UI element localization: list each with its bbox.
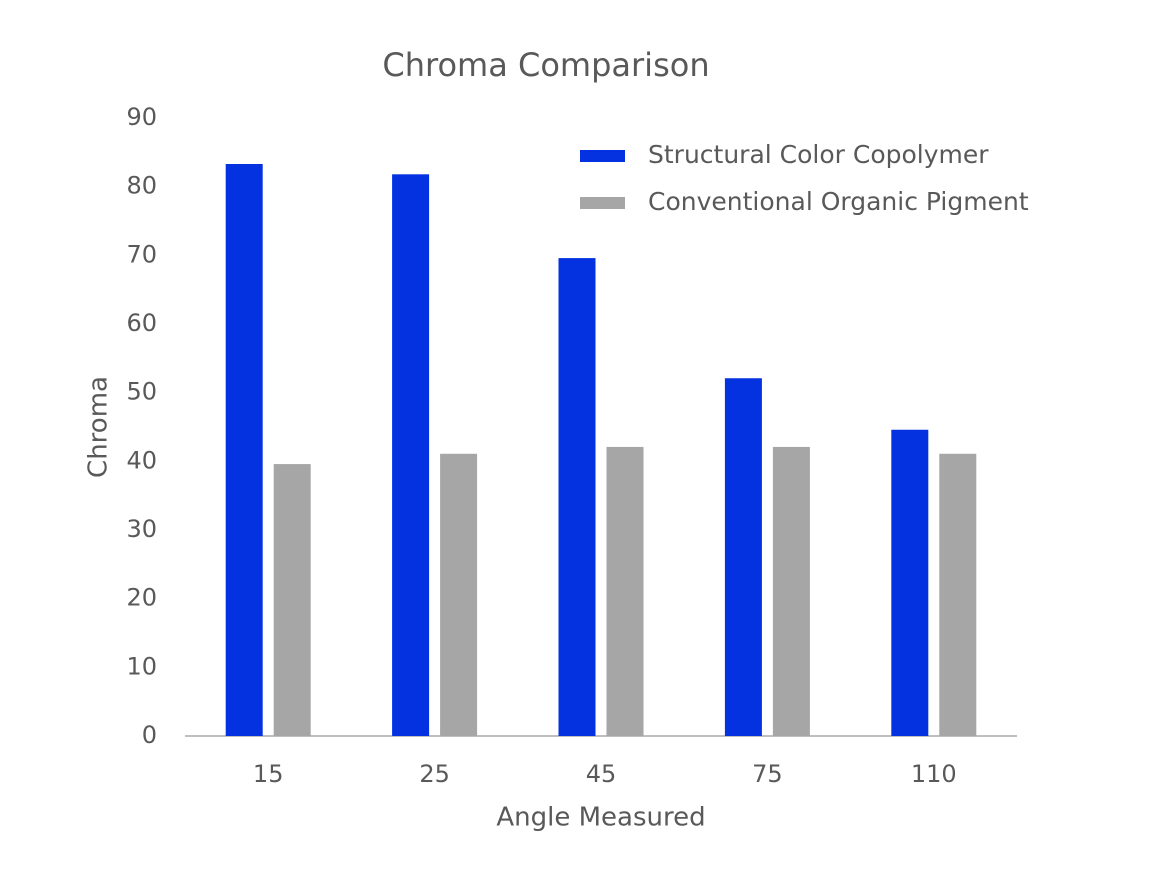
y-tick-label: 80 [126, 172, 157, 200]
bar [558, 258, 596, 736]
bar [724, 378, 762, 736]
bar [440, 453, 478, 736]
y-tick-label: 20 [126, 584, 157, 612]
y-axis-title: Chroma [84, 376, 114, 478]
x-tick-label: 25 [419, 760, 450, 788]
x-tick-label: 110 [911, 760, 957, 788]
y-tick-label: 70 [126, 240, 157, 268]
legend-label: Conventional Organic Pigment [648, 187, 1029, 216]
y-tick-label: 90 [126, 103, 157, 131]
y-tick-label: 30 [126, 515, 157, 543]
bar [392, 174, 430, 737]
x-tick-label: 15 [253, 760, 284, 788]
chart-title: Chroma Comparison [382, 46, 709, 84]
y-tick-label: 50 [126, 378, 157, 406]
bar [606, 446, 644, 736]
x-tick-label: 45 [586, 760, 617, 788]
y-tick-label: 60 [126, 309, 157, 337]
y-tick-label: 40 [126, 446, 157, 474]
bar [273, 464, 311, 736]
x-axis-title: Angle Measured [496, 803, 705, 833]
y-tick-label: 10 [126, 652, 157, 680]
bar [225, 164, 263, 737]
legend-label: Structural Color Copolymer [648, 140, 989, 169]
legend-swatch [580, 150, 625, 162]
bar [939, 453, 977, 736]
bar [772, 446, 810, 736]
bar [891, 429, 929, 736]
x-tick-label: 75 [752, 760, 783, 788]
y-tick-label: 0 [142, 721, 157, 749]
legend-swatch [580, 197, 625, 209]
